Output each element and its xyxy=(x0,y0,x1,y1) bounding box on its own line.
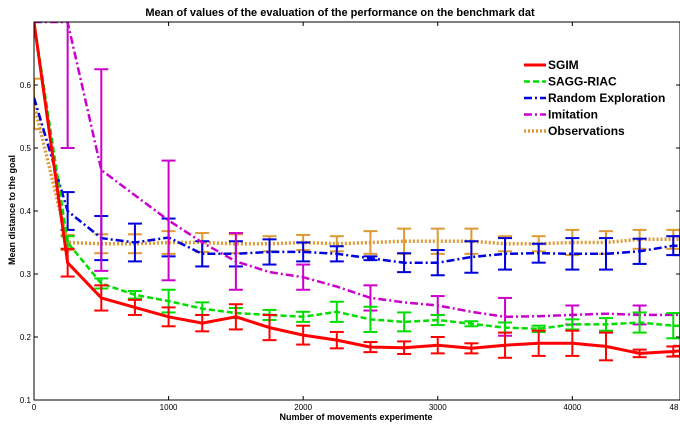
y-axis-label: Mean distance to the goal xyxy=(7,155,17,265)
legend-label: Imitation xyxy=(548,108,598,122)
x-tick-label: 3000 xyxy=(429,403,447,412)
legend-label: SAGG-RIAC xyxy=(548,75,617,89)
series-line xyxy=(34,97,680,264)
x-tick-label: 0 xyxy=(32,403,37,412)
x-axis-label: Number of movements experimente xyxy=(279,412,432,422)
y-tick-label: 0.4 xyxy=(20,207,32,216)
series-sagg-riac xyxy=(34,22,680,340)
legend-label: Random Exploration xyxy=(548,91,665,105)
y-tick-label: 0.3 xyxy=(20,270,32,279)
legend-label: Observations xyxy=(548,124,625,138)
series-line xyxy=(34,22,680,331)
series-sgim xyxy=(34,22,680,362)
x-tick-label: 2000 xyxy=(294,403,312,412)
y-tick-label: 0.2 xyxy=(20,333,32,342)
y-tick-label: 0.1 xyxy=(20,396,32,405)
series-observations xyxy=(34,77,680,257)
series-line xyxy=(34,22,680,319)
x-tick-label: 4000 xyxy=(563,403,581,412)
x-tick-label: 48 xyxy=(670,403,679,412)
axes: 0 1000 2000 3000 4000 48 0.1 0.2 0.3 0.4 0.5 0.6 xyxy=(20,21,680,412)
series-line xyxy=(34,22,680,355)
legend: SGIM SAGG-RIAC Random Exploration Imitation… xyxy=(524,58,665,138)
series-group xyxy=(34,22,680,362)
y-tick-label: 0.6 xyxy=(20,81,32,90)
chart-title: Mean of values of the evaluation of the … xyxy=(145,7,535,19)
plot-area xyxy=(34,22,680,362)
x-tick-label: 1000 xyxy=(160,403,178,412)
y-tick-label: 0.5 xyxy=(20,144,32,153)
series-imitation xyxy=(34,22,680,337)
legend-label: SGIM xyxy=(548,58,579,72)
